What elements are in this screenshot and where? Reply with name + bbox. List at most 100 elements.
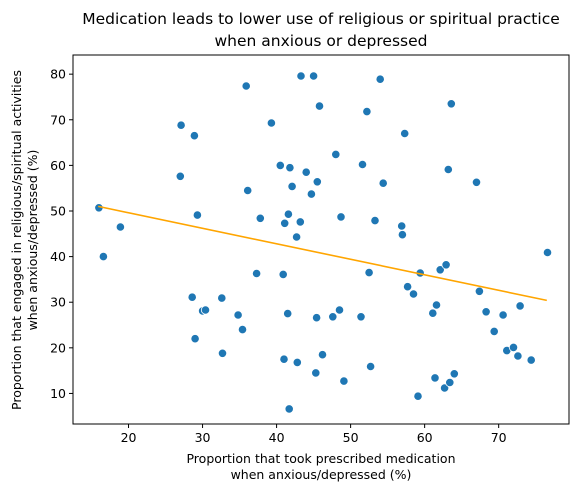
data-point-79 bbox=[515, 301, 525, 311]
data-point-48 bbox=[362, 107, 372, 117]
chart-title-line-1: Medication leads to lower use of religio… bbox=[82, 10, 560, 28]
data-point-39 bbox=[314, 101, 325, 111]
data-point-68 bbox=[445, 377, 455, 388]
data-point-63 bbox=[431, 300, 442, 310]
x-tick-label-4: 60 bbox=[417, 430, 433, 445]
data-point-18 bbox=[255, 213, 265, 223]
data-point-49 bbox=[364, 267, 374, 278]
y-tick-label-2: 30 bbox=[50, 295, 66, 310]
data-point-23 bbox=[280, 218, 290, 228]
y-axis-label-line-1: Proportion that engaged in religious/spi… bbox=[9, 70, 24, 410]
data-point-57 bbox=[402, 282, 413, 292]
data-point-1 bbox=[98, 252, 109, 262]
data-point-22 bbox=[279, 354, 289, 364]
data-point-11 bbox=[217, 293, 227, 303]
y-tick-label-7: 80 bbox=[50, 67, 66, 82]
data-point-7 bbox=[190, 334, 200, 344]
y-tick-label-3: 40 bbox=[50, 249, 66, 264]
y-axis-label-line-2: when anxious/depressed (%) bbox=[25, 150, 40, 331]
data-point-50 bbox=[365, 361, 376, 372]
data-point-47 bbox=[357, 159, 368, 170]
data-point-14 bbox=[237, 324, 248, 335]
data-point-74 bbox=[489, 326, 499, 336]
data-point-3 bbox=[175, 171, 185, 181]
data-point-54 bbox=[397, 221, 407, 231]
x-axis: 20 30 40 50 60 70 bbox=[121, 424, 507, 445]
data-point-19 bbox=[266, 118, 276, 128]
x-tick-label-1: 30 bbox=[195, 430, 211, 445]
data-point-30 bbox=[292, 357, 302, 367]
x-tick-label-3: 50 bbox=[343, 430, 359, 445]
data-point-40 bbox=[317, 350, 328, 360]
data-point-55 bbox=[397, 230, 407, 240]
data-point-61 bbox=[428, 308, 438, 318]
data-point-73 bbox=[481, 307, 491, 317]
data-point-59 bbox=[413, 391, 423, 401]
data-point-8 bbox=[192, 210, 202, 220]
plot-frame bbox=[72, 54, 570, 425]
data-point-27 bbox=[285, 163, 295, 173]
data-point-81 bbox=[542, 247, 553, 258]
data-point-37 bbox=[311, 313, 322, 323]
data-point-15 bbox=[241, 81, 251, 91]
data-point-25 bbox=[283, 209, 293, 219]
data-point-36 bbox=[311, 368, 321, 378]
data-point-17 bbox=[252, 268, 262, 279]
data-point-12 bbox=[217, 348, 228, 358]
data-point-41 bbox=[328, 312, 338, 322]
x-axis-label-line-1: Proportion that took prescribed medicati… bbox=[186, 451, 455, 466]
data-point-35 bbox=[308, 71, 319, 81]
data-point-24 bbox=[283, 308, 293, 319]
data-point-77 bbox=[508, 342, 519, 352]
data-point-51 bbox=[370, 216, 380, 226]
data-point-69 bbox=[446, 99, 456, 109]
data-point-52 bbox=[375, 74, 385, 84]
data-point-71 bbox=[471, 177, 482, 187]
data-point-67 bbox=[443, 164, 453, 175]
chart-title-line-2: when anxious or depressed bbox=[215, 32, 428, 50]
data-point-42 bbox=[331, 149, 341, 159]
data-point-6 bbox=[187, 292, 197, 302]
data-point-28 bbox=[287, 181, 297, 191]
data-point-4 bbox=[176, 120, 186, 130]
data-point-33 bbox=[301, 167, 311, 177]
data-point-20 bbox=[275, 160, 285, 170]
data-point-2 bbox=[115, 222, 126, 232]
plot-area bbox=[94, 71, 553, 414]
data-point-26 bbox=[284, 404, 294, 414]
data-point-66 bbox=[441, 260, 451, 270]
data-point-58 bbox=[408, 289, 419, 299]
data-point-13 bbox=[233, 310, 243, 320]
data-point-21 bbox=[278, 269, 288, 279]
data-point-72 bbox=[474, 286, 484, 296]
data-point-64 bbox=[435, 265, 445, 275]
data-point-80 bbox=[526, 355, 536, 365]
data-point-56 bbox=[400, 128, 410, 139]
data-point-32 bbox=[296, 71, 306, 81]
y-tick-label-5: 60 bbox=[50, 158, 66, 173]
data-point-75 bbox=[498, 310, 508, 320]
trend-line bbox=[98, 205, 547, 302]
y-tick-label-0: 10 bbox=[50, 386, 66, 401]
data-point-29 bbox=[291, 232, 302, 242]
data-point-45 bbox=[339, 376, 349, 386]
data-point-44 bbox=[336, 212, 346, 222]
data-point-78 bbox=[513, 351, 523, 361]
data-point-70 bbox=[449, 369, 459, 379]
data-point-43 bbox=[334, 305, 345, 315]
data-point-38 bbox=[312, 177, 322, 187]
y-tick-label-6: 70 bbox=[50, 112, 66, 127]
data-point-34 bbox=[306, 189, 316, 199]
data-point-65 bbox=[439, 383, 450, 393]
data-point-16 bbox=[243, 185, 253, 196]
data-point-5 bbox=[189, 131, 199, 141]
y-tick-label-1: 20 bbox=[50, 340, 66, 355]
x-tick-label-0: 20 bbox=[121, 430, 137, 445]
x-axis-label-line-2: when anxious/depressed (%) bbox=[231, 467, 412, 482]
x-tick-label-2: 40 bbox=[269, 430, 285, 445]
y-axis: 10 20 30 40 50 60 70 80 bbox=[50, 67, 73, 401]
data-point-62 bbox=[430, 373, 440, 383]
data-point-46 bbox=[356, 312, 366, 322]
data-point-53 bbox=[378, 178, 388, 188]
